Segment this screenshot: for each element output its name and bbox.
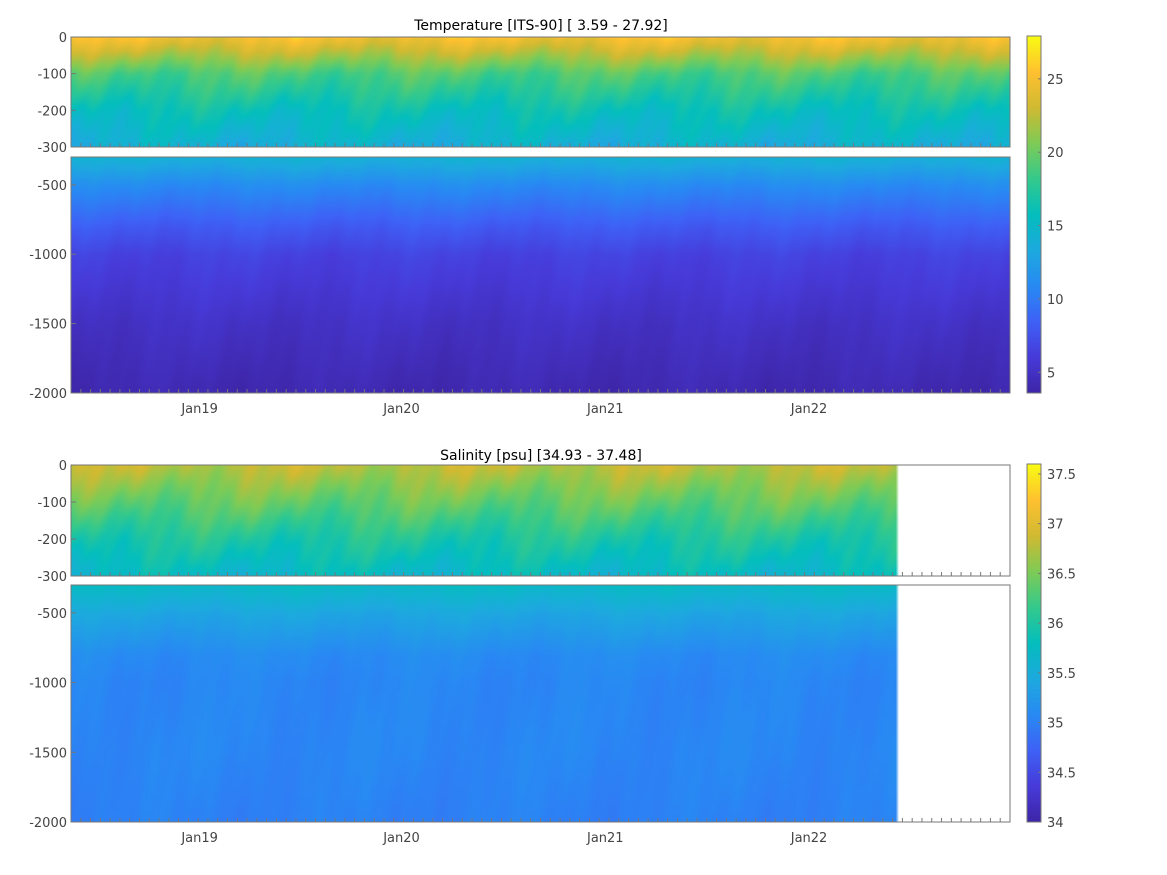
y-tick-label: -500 xyxy=(37,179,67,194)
y-tick-label: -2000 xyxy=(29,816,67,831)
y-tick-label: -2000 xyxy=(29,387,67,402)
colorbar-tick-label: 20 xyxy=(1047,146,1064,161)
temperature-title: Temperature [ITS-90] [ 3.59 - 27.92] xyxy=(413,18,668,34)
temperature-colorbar-frame xyxy=(1026,35,1042,394)
x-tick-label: Jan20 xyxy=(382,402,420,417)
colorbar-tick-label: 36.5 xyxy=(1047,567,1076,582)
temperature-colorbar-gradient xyxy=(1027,36,1041,393)
y-tick-label: -1500 xyxy=(29,318,67,333)
colorbar-tick-label: 35 xyxy=(1047,717,1064,732)
temperature-lower-panel xyxy=(70,156,1011,394)
y-tick-label: -300 xyxy=(37,570,67,585)
colorbar-tick-label: 37.5 xyxy=(1047,468,1076,483)
salinity-lower-panel xyxy=(70,584,1011,823)
salinity-colorbar: 34 34.5 35 35.5 36 36.5 37 37.5 xyxy=(1026,463,1076,831)
colorbar-tick-label: 5 xyxy=(1047,366,1055,381)
y-tick-label: -1000 xyxy=(29,248,67,263)
y-tick-label: -1000 xyxy=(29,677,67,692)
salinity-lower-field xyxy=(71,585,1010,822)
x-tick-label: Jan21 xyxy=(586,831,624,846)
colorbar-tick-label: 25 xyxy=(1047,73,1064,88)
colorbar-tick-label: 37 xyxy=(1047,518,1064,533)
y-tick-label: -1500 xyxy=(29,746,67,761)
x-tick-label: Jan22 xyxy=(790,402,828,417)
salinity-colorbar-gradient xyxy=(1027,464,1041,822)
y-tick-label: 0 xyxy=(59,31,67,46)
temperature-axes: 0 -100 -200 -300 -500 -1000 -1500 -2000 Jan19 Jan… xyxy=(29,31,1011,417)
y-tick-label: -300 xyxy=(37,141,67,156)
x-tick-label: Jan19 xyxy=(180,402,218,417)
y-tick-label: -200 xyxy=(37,533,67,548)
colorbar-tick-label: 34 xyxy=(1047,816,1064,831)
colorbar-tick-label: 36 xyxy=(1047,617,1064,632)
temperature-colorbar: 5 10 15 20 25 xyxy=(1026,35,1064,394)
salinity-chart: Salinity [psu] [34.93 - 37.48] 0 -100 -200… xyxy=(29,448,1076,846)
x-tick-label: Jan20 xyxy=(382,831,420,846)
temperature-chart: Temperature [ITS-90] [ 3.59 - 27.92] 0 -1… xyxy=(29,18,1063,417)
y-tick-label: -200 xyxy=(37,104,67,119)
salinity-title: Salinity [psu] [34.93 - 37.48] xyxy=(440,448,642,464)
colorbar-tick-label: 35.5 xyxy=(1047,667,1076,682)
y-tick-label: -100 xyxy=(37,496,67,511)
x-tick-label: Jan19 xyxy=(180,831,218,846)
x-tick-label: Jan21 xyxy=(586,402,624,417)
y-tick-label: -100 xyxy=(37,68,67,83)
salinity-colorbar-frame xyxy=(1026,463,1042,823)
temperature-upper-field xyxy=(71,37,1010,147)
temperature-upper-panel xyxy=(70,36,1011,148)
x-tick-label: Jan22 xyxy=(790,831,828,846)
salinity-axes: 0 -100 -200 -300 -500 -1000 -1500 -2000 Jan19 Jan… xyxy=(29,459,1011,846)
colorbar-tick-label: 10 xyxy=(1047,293,1064,308)
colorbar-tick-label: 34.5 xyxy=(1047,766,1076,781)
y-tick-label: -500 xyxy=(37,607,67,622)
temperature-lower-field xyxy=(71,157,1010,393)
salinity-upper-panel xyxy=(70,464,1011,577)
colorbar-tick-label: 15 xyxy=(1047,220,1064,235)
y-tick-label: 0 xyxy=(59,459,67,474)
salinity-upper-field xyxy=(71,465,1010,576)
